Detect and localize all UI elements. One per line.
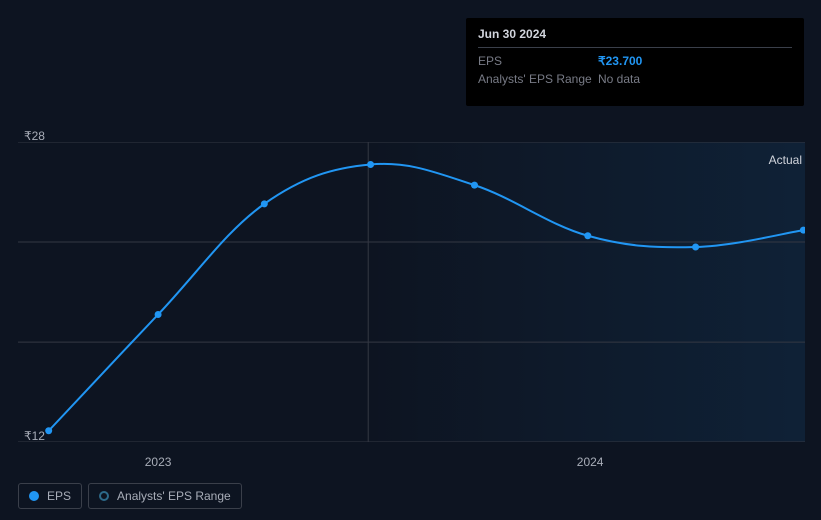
x-tick-label: 2024 xyxy=(577,455,604,469)
x-tick-label: 2023 xyxy=(145,455,172,469)
tooltip-row-label: Analysts' EPS Range xyxy=(478,72,598,86)
plot-area xyxy=(18,142,805,442)
tooltip-row-label: EPS xyxy=(478,54,598,68)
legend-label: EPS xyxy=(47,489,71,503)
chart-svg xyxy=(18,142,805,442)
tooltip-rows: EPS₹23.700Analysts' EPS RangeNo data xyxy=(478,52,792,88)
legend-range[interactable]: Analysts' EPS Range xyxy=(88,483,242,509)
actual-region-label: Actual xyxy=(769,153,802,167)
legend: EPS Analysts' EPS Range xyxy=(18,483,242,509)
tooltip-title: Jun 30 2024 xyxy=(478,27,792,48)
legend-eps[interactable]: EPS xyxy=(18,483,82,509)
legend-swatch-icon xyxy=(99,491,109,501)
y-tick-label: ₹12 xyxy=(24,429,45,443)
tooltip: Jun 30 2024 EPS₹23.700Analysts' EPS Rang… xyxy=(466,18,804,106)
tooltip-eps-value: ₹23.700 xyxy=(598,54,642,68)
legend-swatch-icon xyxy=(29,491,39,501)
tooltip-row: Analysts' EPS RangeNo data xyxy=(478,70,792,88)
y-tick-label: ₹28 xyxy=(24,129,45,143)
tooltip-range-value: No data xyxy=(598,72,640,86)
legend-label: Analysts' EPS Range xyxy=(117,489,231,503)
tooltip-row: EPS₹23.700 xyxy=(478,52,792,70)
